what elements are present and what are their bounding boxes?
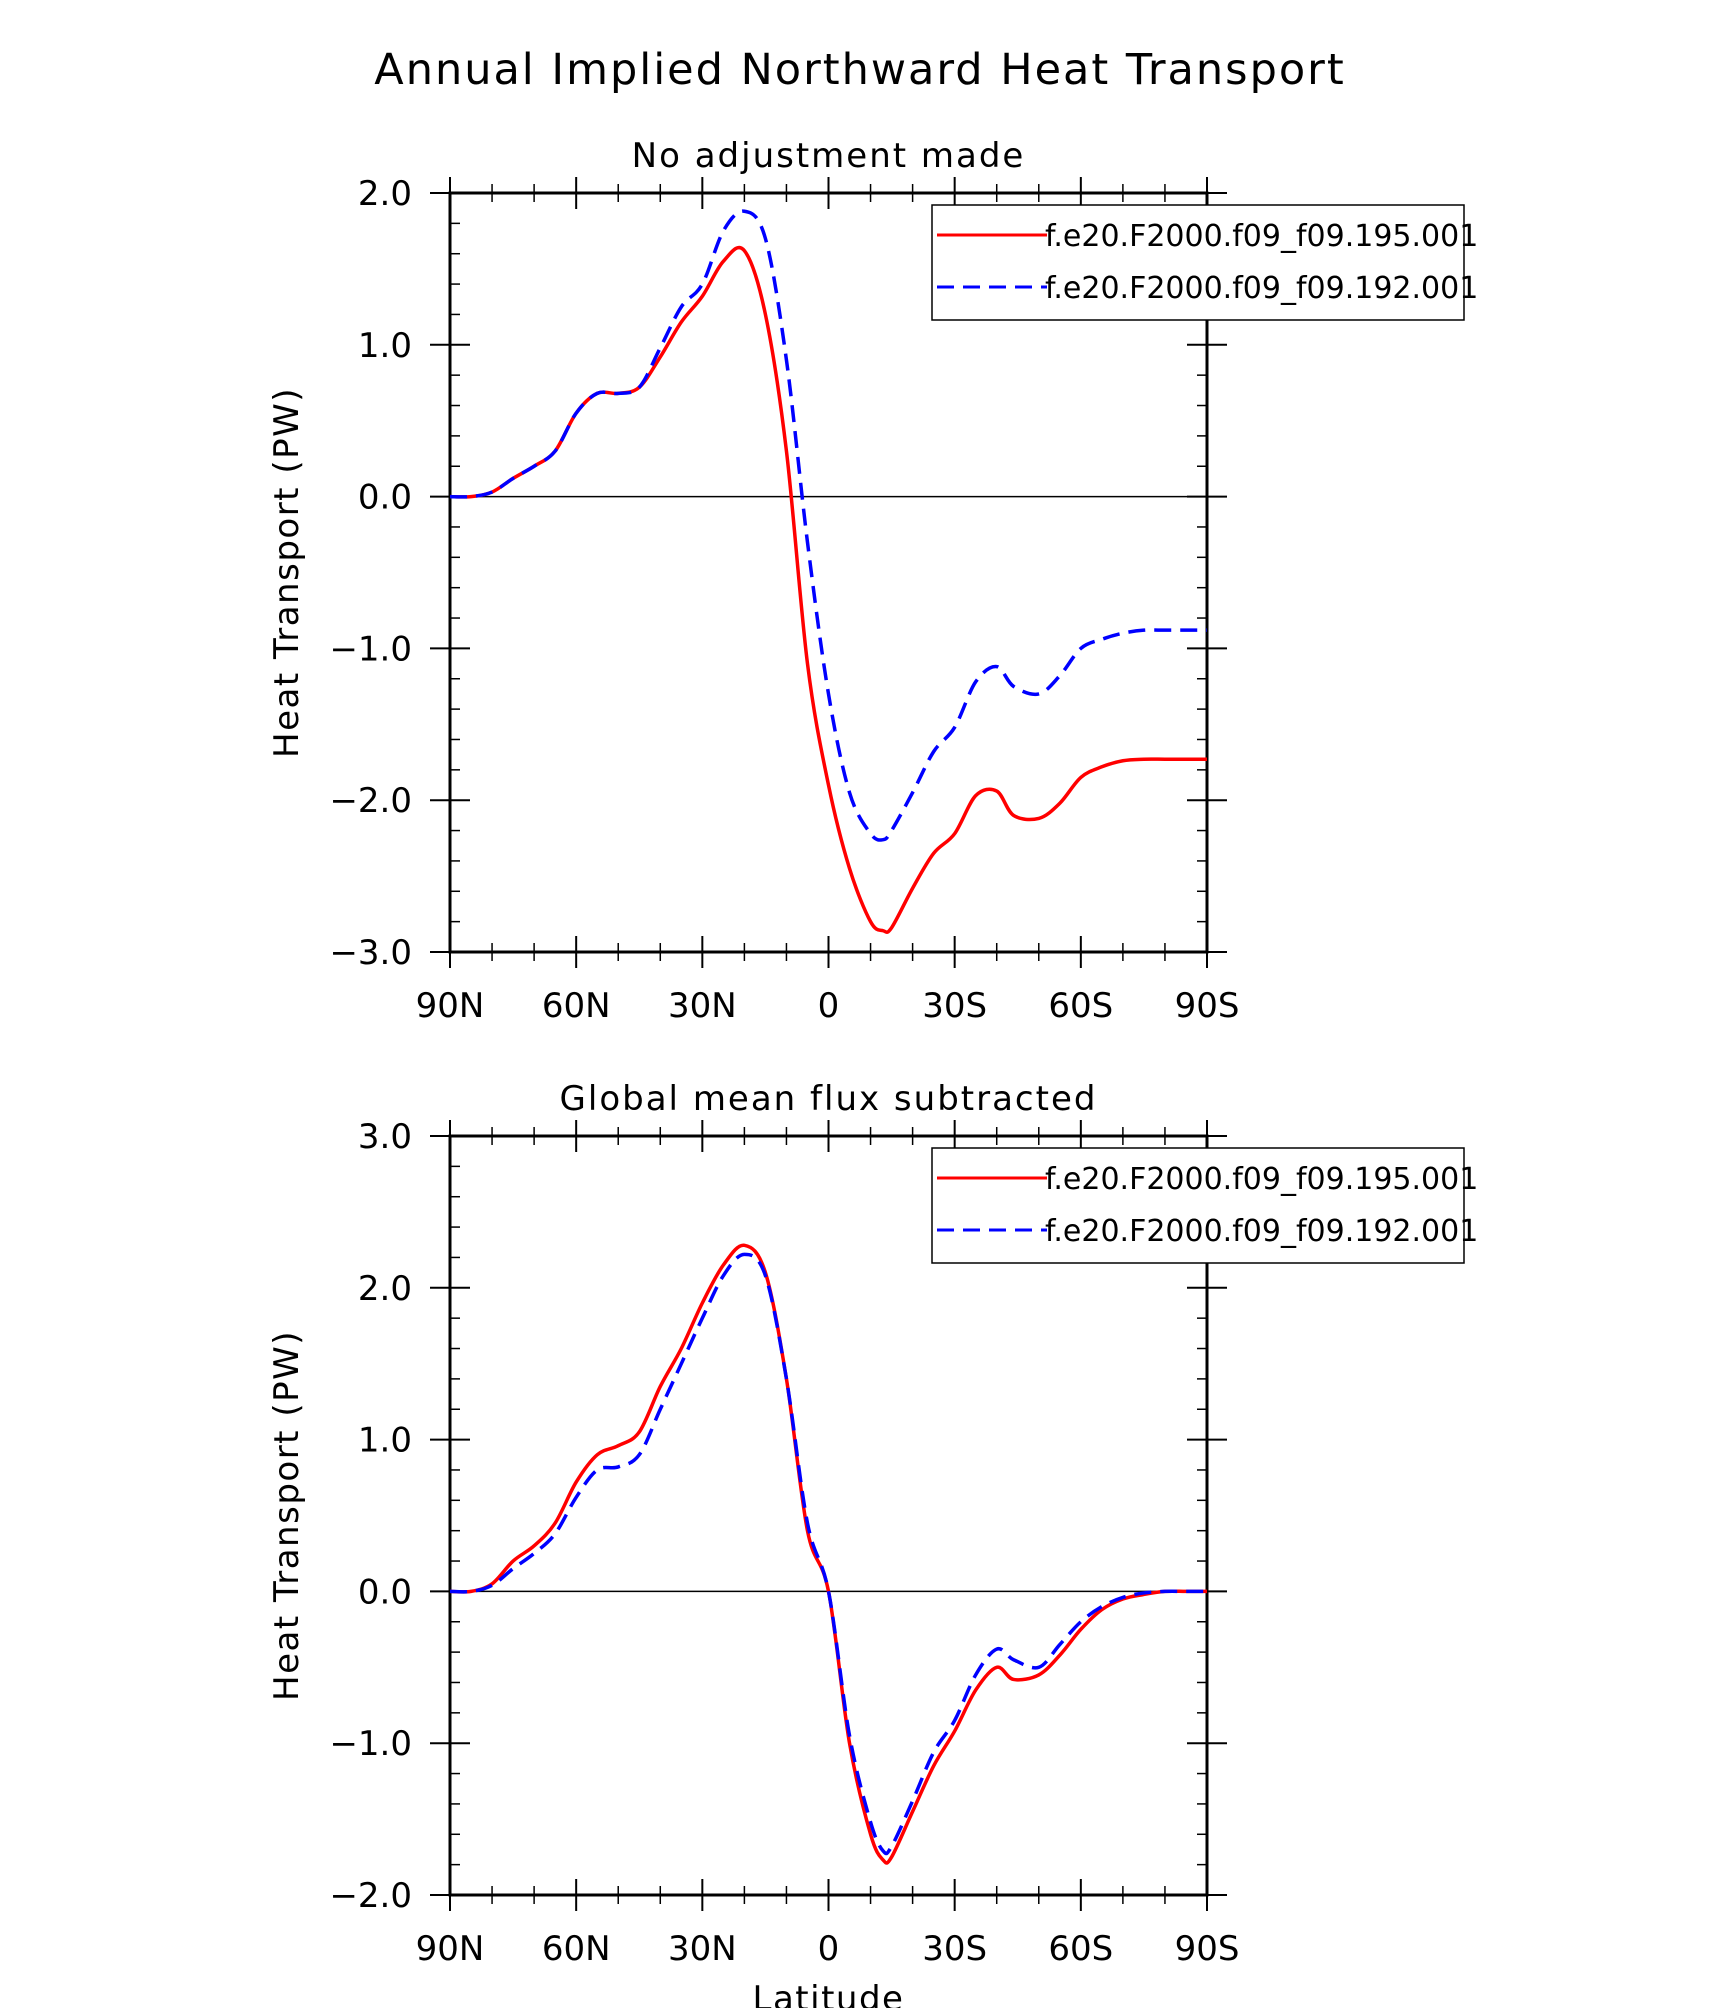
chart1-ytick-label: −3.0 xyxy=(329,933,412,973)
chart2-legend-label-2: f.e20.F2000.f09_f09.192.001 xyxy=(1045,1214,1478,1249)
chart1-ylabel: Heat Transport (PW) xyxy=(267,387,307,758)
chart2-legend-box xyxy=(931,1147,1465,1264)
chart1-ytick-label: 0.0 xyxy=(358,478,412,518)
chart2-title: Global mean flux subtracted xyxy=(560,1079,1098,1119)
chart1-xtick-label: 30N xyxy=(668,986,737,1026)
chart2-legend-label-1: f.e20.F2000.f09_f09.195.001 xyxy=(1045,1162,1478,1197)
chart2-xtick-label: 60N xyxy=(542,1929,611,1969)
chart2-xlabel: Latitude xyxy=(753,1979,905,2008)
chart2-ylabel: Heat Transport (PW) xyxy=(267,1330,307,1701)
chart1-ytick-label: −1.0 xyxy=(329,629,412,669)
chart1-xtick-label: 90S xyxy=(1175,986,1240,1026)
chart1-title: No adjustment made xyxy=(632,136,1026,176)
chart1-ytick-label: 2.0 xyxy=(358,174,412,214)
chart2-ytick-label: −2.0 xyxy=(329,1876,412,1916)
chart1-ytick-label: −2.0 xyxy=(329,781,412,821)
chart2-xtick-label: 90S xyxy=(1175,1929,1240,1969)
chart2-xtick-label: 60S xyxy=(1048,1929,1113,1969)
chart2-ytick-label: 1.0 xyxy=(358,1421,412,1461)
chart1-xtick-label: 60S xyxy=(1048,986,1113,1026)
chart2-series-line-1 xyxy=(449,1243,1207,1865)
chart1-legend-label-2: f.e20.F2000.f09_f09.192.001 xyxy=(1045,271,1478,306)
chart1-legend-label-1: f.e20.F2000.f09_f09.195.001 xyxy=(1045,219,1478,254)
chart2-series-line-2 xyxy=(449,1252,1207,1856)
chart2-ytick-label: 2.0 xyxy=(358,1269,412,1309)
figure-title: Annual Implied Northward Heat Transport xyxy=(374,45,1345,95)
panel-global-mean-subtracted: Global mean flux subtracted 90N 60N 30N 0 30S… xyxy=(267,1079,1478,2012)
chart2-ytick-label: 3.0 xyxy=(358,1117,412,1157)
chart1-xtick-label: 90N xyxy=(416,986,485,1026)
chart2-xtick-label: 0 xyxy=(818,1929,840,1969)
chart1-xtick-label: 30S xyxy=(922,986,987,1026)
panel-no-adjustment: No adjustment made 90N 60N 30N 0 30S 60S 90S −3.… xyxy=(267,136,1478,1026)
chart2-xtick-label: 30S xyxy=(922,1929,987,1969)
chart1-series-line-1 xyxy=(449,245,1207,934)
chart1-legend-box xyxy=(931,204,1465,321)
chart1-series-line-2 xyxy=(449,209,1207,842)
chart1-ytick-label: 1.0 xyxy=(358,326,412,366)
chart2-xtick-label: 30N xyxy=(668,1929,737,1969)
chart2-ytick-label: 0.0 xyxy=(358,1572,412,1612)
chart2-xtick-label: 90N xyxy=(416,1929,485,1969)
chart1-xtick-label: 60N xyxy=(542,986,611,1026)
chart1-xtick-label: 0 xyxy=(818,986,840,1026)
chart2-ytick-label: −1.0 xyxy=(329,1724,412,1764)
